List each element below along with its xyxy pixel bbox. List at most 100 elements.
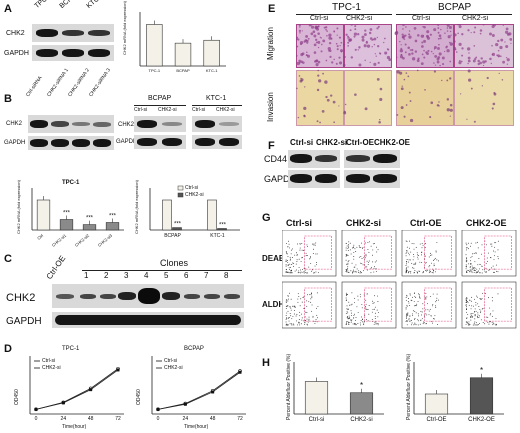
lane-label: Ctrl-si: [192, 107, 206, 113]
event: [306, 323, 308, 325]
cell: [336, 45, 339, 48]
event: [474, 270, 476, 272]
cell: [502, 60, 506, 64]
event: [360, 320, 362, 322]
panel-h-label: H: [262, 357, 270, 369]
event: [425, 297, 427, 299]
event: [497, 258, 499, 260]
event: [345, 321, 347, 323]
event: [494, 271, 495, 273]
event: [352, 323, 354, 325]
event: [466, 271, 468, 273]
panel-g-label: G: [262, 212, 271, 224]
cell: [449, 103, 453, 107]
cell: [317, 46, 320, 49]
cell: [437, 37, 440, 40]
event: [300, 272, 302, 274]
cell: [448, 25, 452, 29]
cell: [436, 60, 440, 64]
cell: [402, 24, 405, 26]
event: [470, 245, 471, 247]
cell: [438, 34, 442, 38]
event: [436, 293, 438, 295]
event: [493, 259, 495, 261]
cell: [328, 33, 332, 37]
event: [493, 271, 494, 273]
cell: [374, 53, 376, 55]
event: [367, 249, 369, 250]
event: [488, 269, 490, 271]
event: [491, 243, 493, 245]
event: [285, 250, 287, 252]
event: [315, 242, 317, 244]
lane-label: BCPAP: [59, 0, 81, 10]
event: [405, 297, 407, 299]
event: [433, 269, 435, 271]
event: [494, 246, 496, 248]
event: [305, 255, 307, 256]
event: [306, 244, 308, 246]
event: [312, 253, 314, 254]
cell: [372, 38, 374, 41]
event: [432, 322, 433, 324]
event: [474, 252, 476, 254]
western-blot-gapdh: [28, 136, 114, 150]
lane-label: CHK2-si: [216, 107, 235, 113]
cell: [377, 25, 380, 28]
lane-label: Ctrl-OE: [346, 138, 374, 147]
event: [288, 295, 289, 297]
chart-h1-ylabel: Percent Aldefluor Positive (%): [286, 353, 292, 420]
cell: [473, 120, 476, 123]
event: [360, 262, 362, 264]
event: [432, 293, 434, 295]
cell: [408, 33, 411, 36]
event: [349, 316, 351, 318]
cell: [405, 26, 407, 28]
cell: [491, 53, 494, 56]
event: [358, 270, 360, 272]
bar: [207, 199, 217, 231]
event: [297, 243, 298, 245]
event: [466, 298, 468, 300]
cell: [375, 55, 377, 57]
cell: [433, 28, 437, 32]
lane-label: CHK2-OE: [374, 138, 411, 147]
tick-label: CHK2-si2: [74, 232, 91, 247]
event: [345, 270, 347, 272]
cell: [506, 58, 510, 62]
bar: [217, 228, 227, 231]
cell: [458, 25, 462, 29]
cell: [499, 45, 503, 50]
event: [365, 299, 367, 301]
event: [285, 271, 287, 273]
cell: [453, 46, 457, 50]
event: [316, 307, 317, 309]
event: [295, 320, 297, 322]
cell: [298, 62, 301, 64]
event: [415, 324, 417, 326]
event: [365, 306, 367, 308]
event: [290, 315, 292, 317]
event: [314, 322, 316, 324]
event: [426, 296, 428, 298]
cell: [408, 53, 411, 56]
cell: [317, 74, 320, 77]
event: [410, 271, 412, 273]
event: [495, 318, 497, 320]
event: [477, 271, 479, 273]
event: [363, 270, 364, 272]
cell: [325, 28, 327, 31]
event: [406, 314, 408, 316]
event: [411, 300, 413, 302]
cell: [510, 42, 512, 45]
event: [432, 272, 434, 274]
event: [476, 268, 478, 270]
event: [361, 316, 362, 318]
event: [377, 295, 379, 297]
event: [471, 270, 473, 272]
event: [479, 268, 480, 270]
event: [347, 263, 349, 265]
event: [377, 324, 379, 326]
event: [294, 270, 296, 272]
event: [345, 297, 347, 299]
